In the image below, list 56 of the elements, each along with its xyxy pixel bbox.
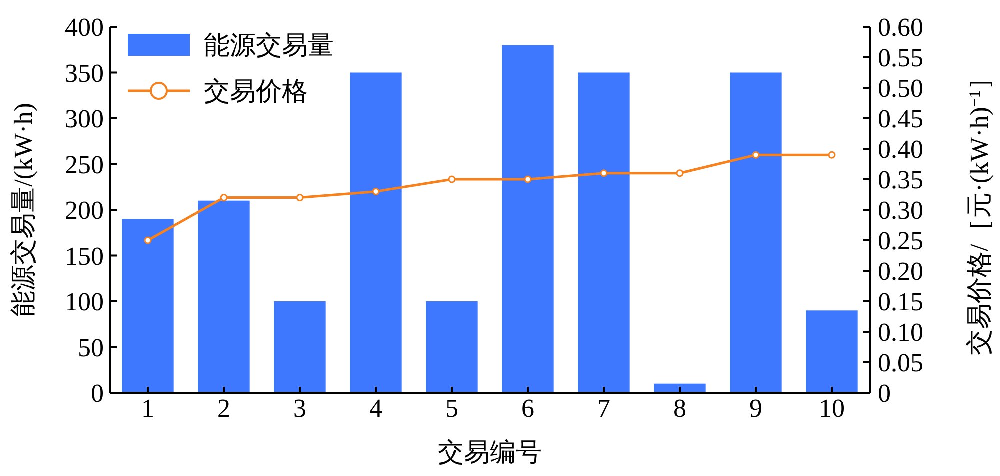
x-tick-label: 3 bbox=[294, 394, 306, 423]
y2-tick-label: 0.50 bbox=[878, 74, 924, 102]
x-tick-label: 10 bbox=[819, 394, 845, 423]
bar bbox=[730, 72, 782, 393]
y2-tick-label: 0.10 bbox=[878, 318, 924, 346]
bar bbox=[806, 310, 858, 393]
x-tick-label: 1 bbox=[142, 394, 154, 423]
x-tick-label: 4 bbox=[370, 394, 382, 423]
y2-tick-label: 0.20 bbox=[878, 256, 924, 286]
bar bbox=[350, 72, 402, 393]
y-tick-label: 400 bbox=[65, 12, 104, 42]
bar bbox=[578, 72, 630, 393]
bar bbox=[274, 302, 326, 393]
legend-label: 交易价格 bbox=[204, 76, 308, 106]
x-tick-label: 7 bbox=[598, 394, 610, 423]
y-tick-label: 50 bbox=[78, 332, 104, 362]
bar bbox=[502, 45, 554, 393]
point bbox=[220, 194, 228, 202]
bar bbox=[426, 302, 478, 393]
point bbox=[448, 176, 456, 184]
y-tick-label: 250 bbox=[65, 150, 104, 179]
y-tick-label: 150 bbox=[65, 241, 104, 270]
point bbox=[296, 194, 304, 202]
y-tick-label: 0 bbox=[91, 378, 104, 408]
x-tick-label: 5 bbox=[446, 394, 458, 423]
x-tick-label: 6 bbox=[522, 394, 534, 423]
y2-tick-label: 0.15 bbox=[878, 287, 924, 316]
x-tick-label: 9 bbox=[750, 394, 762, 423]
y2-tick-label: 0 bbox=[878, 378, 891, 408]
y2-tick-label: 0.35 bbox=[878, 165, 924, 194]
y2-tick-label: 0.30 bbox=[878, 196, 924, 224]
x-tick-label: 2 bbox=[218, 394, 230, 423]
point bbox=[676, 170, 684, 178]
y-axis-title: 能源交易量/(kW·h) bbox=[9, 103, 38, 317]
y-tick-label: 200 bbox=[65, 196, 104, 224]
point bbox=[372, 188, 380, 196]
point bbox=[752, 151, 760, 159]
y2-tick-label: 0.60 bbox=[878, 12, 924, 42]
y-tick-label: 100 bbox=[65, 287, 104, 316]
point bbox=[144, 236, 152, 244]
bar bbox=[198, 200, 250, 393]
y2-tick-label: 0.05 bbox=[878, 348, 924, 377]
point bbox=[524, 176, 532, 184]
y-tick-label: 350 bbox=[65, 58, 104, 88]
legend-label: 能源交易量 bbox=[204, 30, 334, 60]
y2-tick-label: 0.40 bbox=[878, 134, 924, 164]
y-tick-label: 300 bbox=[65, 104, 104, 133]
y2-tick-label: 0.55 bbox=[878, 43, 924, 72]
bar bbox=[122, 219, 174, 393]
y2-tick-label: 0.25 bbox=[878, 226, 924, 255]
x-axis-title: 交易编号 bbox=[438, 438, 542, 467]
x-tick-label: 8 bbox=[674, 394, 686, 423]
bar bbox=[654, 384, 706, 393]
point bbox=[828, 151, 836, 159]
point bbox=[600, 170, 608, 178]
y2-tick-label: 0.45 bbox=[878, 104, 924, 133]
